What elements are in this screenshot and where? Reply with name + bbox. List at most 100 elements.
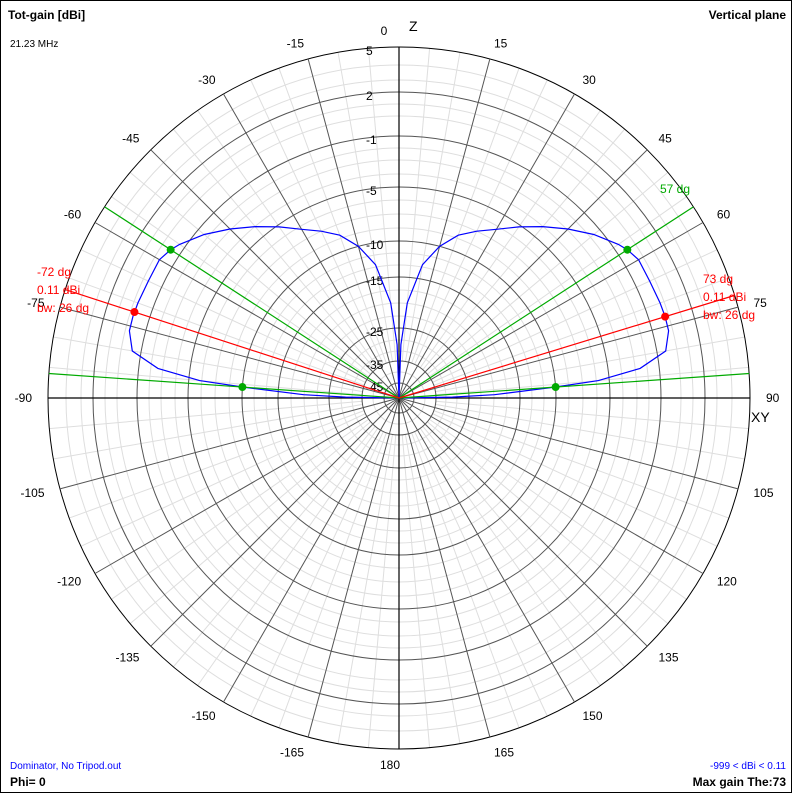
pattern-line-right	[398, 225, 670, 399]
angle-tick-label: -135	[115, 651, 139, 665]
radial-tick-label: -1	[366, 133, 377, 147]
angle-tick-label: 0	[381, 24, 388, 38]
gain-range-label: -999 < dBi < 0.11	[710, 761, 786, 772]
beamwidth-marker	[551, 383, 560, 392]
fine-radial-gridline	[422, 426, 626, 668]
chart-title: Tot-gain [dBi]	[8, 8, 86, 22]
angle-tick-label: 90	[766, 391, 780, 405]
fine-radial-gridline	[433, 277, 730, 386]
angle-tick-label: -60	[64, 208, 82, 222]
filename-label: Dominator, No Tripod.out	[10, 761, 122, 772]
radial-gridline	[398, 397, 704, 574]
fine-radial-gridline	[429, 196, 687, 378]
max-gain-line	[398, 294, 735, 399]
fine-radial-gridline	[80, 249, 366, 383]
angle-tick-label: -15	[287, 37, 305, 51]
angle-tick-label: -90	[15, 391, 33, 405]
radial-gridline	[398, 93, 575, 399]
annotation-bw-label: bw: 26 dg	[37, 301, 89, 315]
angle-tick-label: -150	[191, 709, 215, 723]
fine-radial-gridline	[129, 171, 371, 375]
radial-gridline	[59, 306, 400, 399]
fine-radial-gridline	[433, 410, 730, 519]
radial-gridline	[94, 397, 400, 574]
radial-gridline	[223, 397, 400, 703]
fine-radial-gridline	[53, 403, 363, 460]
radial-gridline	[59, 397, 400, 490]
annotation-bw-label: bw: 26 dg	[703, 308, 755, 322]
max-gain-marker	[130, 308, 139, 317]
beamwidth-marker	[166, 245, 175, 254]
fine-radial-gridline	[197, 428, 379, 686]
fine-radial-gridline	[68, 277, 365, 386]
beamwidth-line	[398, 206, 694, 399]
fine-radial-gridline	[53, 336, 363, 393]
beamwidth-marker	[238, 383, 247, 392]
angle-tick-labels: 0 15 30 45 60 75 90 105 120 135 150 165 180 -165 -150 -…	[15, 24, 780, 772]
fine-radial-gridline	[129, 421, 371, 625]
angle-tick-label: 135	[659, 651, 679, 665]
radial-gridline	[223, 93, 400, 399]
fine-radial-gridline	[435, 403, 745, 460]
pattern-line-left	[128, 225, 400, 399]
angle-tick-label: 60	[717, 208, 731, 222]
fine-radial-gridline	[429, 418, 687, 600]
annotation-angle-label: -72 dg	[37, 265, 71, 279]
radial-tick-label: -5	[366, 184, 377, 198]
fine-radial-gridline	[404, 434, 461, 744]
angle-tick-label: 75	[753, 296, 767, 310]
max-gain-label: Max gain The:73	[692, 775, 786, 789]
angle-tick-label: 105	[753, 486, 773, 500]
radial-gridline	[398, 397, 491, 738]
fine-radial-gridline	[337, 52, 394, 362]
fine-radial-gridline	[427, 171, 669, 375]
fine-radial-gridline	[435, 336, 745, 393]
pattern-layer	[128, 225, 670, 399]
radial-gridline	[398, 397, 575, 703]
fine-radial-gridline	[197, 110, 379, 368]
angle-tick-label: -75	[27, 296, 45, 310]
fine-radial-gridline	[367, 434, 397, 748]
annotation-angle-label: 73 dg	[703, 272, 733, 286]
fine-radial-gridline	[422, 128, 626, 370]
radial-tick-label: -10	[366, 238, 384, 252]
frequency-label: 21.23 MHz	[10, 39, 59, 50]
annotation-gain-label: 0.11 dBi	[703, 290, 746, 304]
annotation-angle-label: 57 dg	[660, 182, 690, 196]
radial-gridline	[398, 306, 739, 399]
fine-radial-gridline	[419, 110, 601, 368]
radial-gridline	[398, 222, 704, 399]
fine-radial-gridline	[172, 426, 376, 668]
fine-radial-gridline	[80, 413, 366, 547]
annotation-gain-label: 0.11 dBi	[37, 283, 80, 297]
angle-tick-label: 150	[583, 709, 603, 723]
max-gain-marker	[661, 312, 670, 321]
fine-radial-gridline	[414, 431, 548, 717]
angle-tick-label: -45	[122, 131, 140, 145]
angle-tick-label: -30	[198, 73, 216, 87]
radial-gridline	[398, 149, 648, 399]
radial-gridline	[94, 222, 400, 399]
fine-radial-gridline	[414, 79, 548, 365]
fine-radial-gridline	[419, 428, 601, 686]
fine-radial-gridline	[432, 413, 718, 547]
angle-tick-label: 120	[717, 575, 737, 589]
radial-tick-label: -35	[366, 358, 384, 372]
z-axis-label: Z	[409, 18, 418, 34]
angle-tick-label: 165	[494, 745, 514, 759]
angle-tick-label: 15	[494, 37, 508, 51]
radial-tick-labels: 5 2 -1 -5 -10 -15 -25 -35 -45	[366, 44, 384, 394]
angle-tick-label: -120	[57, 575, 81, 589]
fine-radial-gridline	[250, 79, 384, 365]
fine-radial-gridline	[432, 249, 718, 383]
fine-radial-gridline	[278, 432, 387, 729]
angle-tick-label: -165	[280, 745, 304, 759]
fine-radial-gridline	[435, 400, 749, 430]
radial-tick-label: 2	[366, 89, 373, 103]
plane-label: Vertical plane	[708, 8, 786, 22]
radial-gridline	[398, 58, 491, 399]
fine-radial-gridline	[111, 418, 369, 600]
radial-tick-label: -45	[366, 380, 384, 394]
fine-radial-gridline	[337, 434, 394, 744]
phi-label: Phi= 0	[10, 775, 46, 789]
